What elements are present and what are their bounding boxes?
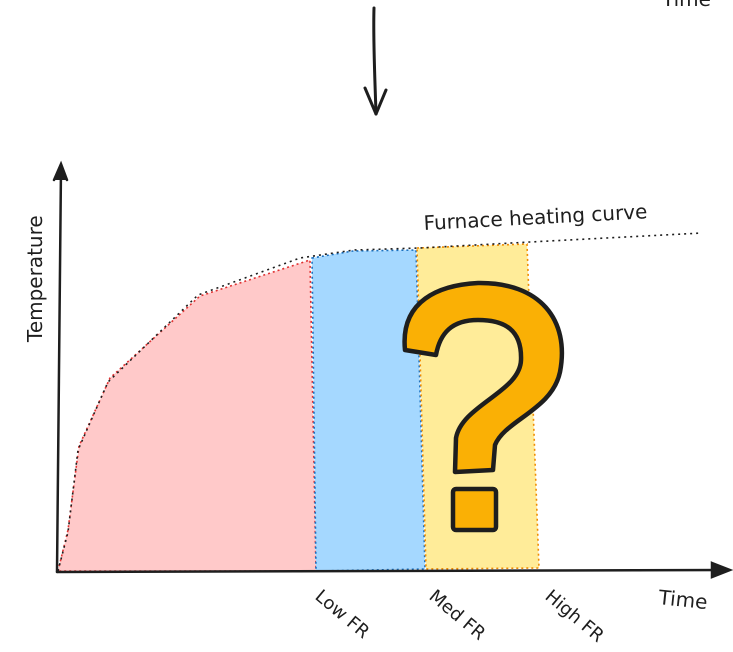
x-axis — [55, 561, 733, 579]
furnace-heating-curve — [57, 232, 703, 572]
y-axis-label: Temperature — [23, 215, 47, 343]
top-right-time-label: Time — [661, 0, 711, 11]
med-fr-region — [311, 249, 426, 572]
x-axis-label: Time — [656, 585, 708, 614]
down-arrow-icon — [363, 6, 388, 116]
question-mark-icon — [402, 280, 565, 533]
low-fr-region — [56, 258, 317, 572]
category-label-high: High FR — [541, 586, 608, 647]
curve-label: Furnace heating curve — [423, 199, 648, 235]
category-label-low: Low FR — [311, 586, 374, 643]
category-label-med: Med FR — [425, 586, 490, 645]
y-axis — [52, 160, 69, 574]
